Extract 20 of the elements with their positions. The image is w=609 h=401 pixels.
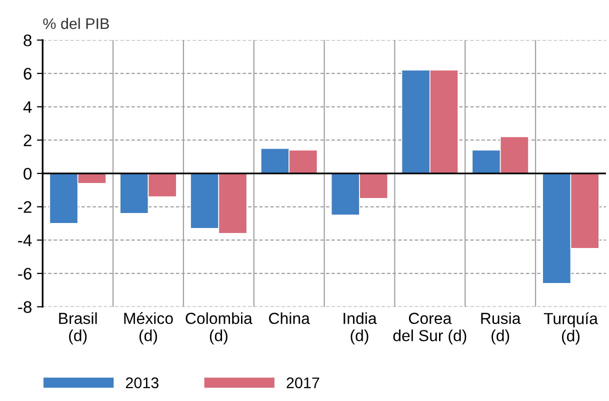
y-tick-label: 8 xyxy=(24,34,32,46)
x-tick-label: Corea del Sur (d) xyxy=(393,312,466,344)
y-tick-label: 2 xyxy=(24,134,32,146)
x-tick-label: Brasil (d) xyxy=(59,312,97,344)
y-tick-label: 4 xyxy=(23,101,32,113)
x-tick-label: Rusia (d) xyxy=(481,312,521,344)
y-tick-label: 6 xyxy=(24,68,32,80)
x-tick-label: Colombia (d) xyxy=(186,312,252,344)
y-tick-label: -2 xyxy=(18,201,32,213)
x-tick-label: México (d) xyxy=(124,312,173,344)
y-tick-label: -6 xyxy=(18,268,32,280)
y-tick-label: -8 xyxy=(18,301,32,313)
y-tick-label: -4 xyxy=(18,234,32,246)
x-tick-label: China xyxy=(269,312,310,324)
y-tick-label: 0 xyxy=(24,168,32,180)
x-tick-label: India (d) xyxy=(344,312,377,344)
y-axis-title: % del PIB xyxy=(43,18,109,30)
legend-label: 2017 xyxy=(286,377,320,388)
legend-label: 2013 xyxy=(126,377,158,388)
x-tick-label: Turquía (d) xyxy=(544,312,598,345)
